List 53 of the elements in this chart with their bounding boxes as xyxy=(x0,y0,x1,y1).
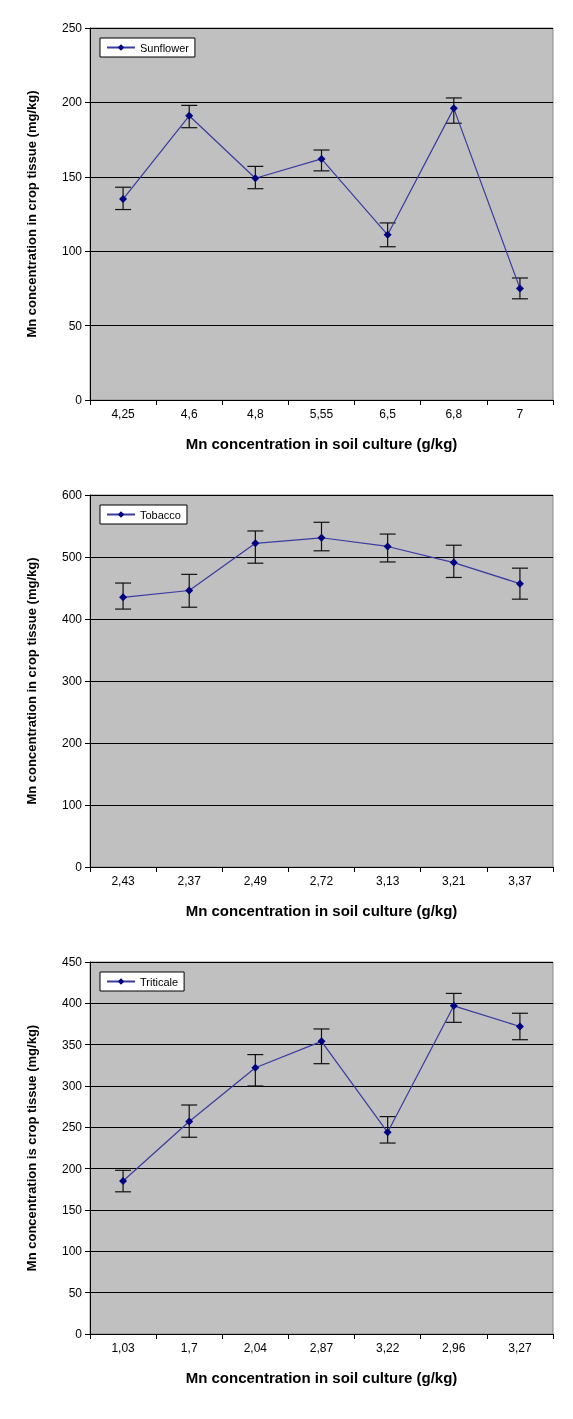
x-axis-title: Mn concentration in soil culture (g/kg) xyxy=(185,902,458,919)
legend-label: Triticale xyxy=(140,975,179,988)
x-tick-label: 2,72 xyxy=(309,874,334,888)
x-tick-label: 4,25 xyxy=(111,407,136,421)
y-tick-label: 400 xyxy=(61,612,83,626)
y-tick-label: 200 xyxy=(61,95,83,110)
y-tick-label: 200 xyxy=(61,1161,83,1176)
y-tick-label: 250 xyxy=(61,1120,83,1135)
x-tick-label: 3,37 xyxy=(508,874,532,888)
x-tick-label: 2,96 xyxy=(442,1341,466,1355)
x-tick-label: 1,03 xyxy=(111,1341,136,1355)
y-axis-title: Mn concentration in crop tissue (mg/kg) xyxy=(24,90,39,338)
x-tick-label: 7 xyxy=(516,407,524,421)
y-tick-label: 150 xyxy=(61,1203,83,1217)
x-axis-title: Mn concentration in soil culture (g/kg) xyxy=(185,435,458,452)
y-tick-label: 50 xyxy=(68,1285,83,1300)
legend-label: Sunflower xyxy=(140,41,190,54)
y-tick-label: 0 xyxy=(75,860,83,874)
y-tick-label: 350 xyxy=(61,1037,83,1052)
y-tick-label: 150 xyxy=(61,169,83,184)
y-tick-label: 600 xyxy=(61,488,83,502)
x-tick-label: 6,5 xyxy=(379,407,397,421)
x-tick-label: 2,37 xyxy=(177,874,202,888)
x-tick-label: 6,8 xyxy=(445,407,463,421)
x-tick-label: 4,6 xyxy=(180,407,198,421)
x-tick-label: 2,43 xyxy=(111,874,136,888)
y-tick-label: 300 xyxy=(61,674,83,688)
y-tick-label: 100 xyxy=(61,798,83,812)
y-tick-label: 0 xyxy=(75,1327,83,1341)
y-tick-label: 500 xyxy=(61,550,83,564)
y-axis-title: Mn concentration is crop tissue (mg/kg) xyxy=(24,1024,39,1272)
x-tick-label: 3,27 xyxy=(508,1341,532,1355)
x-tick-label: 4,8 xyxy=(247,407,265,421)
x-axis-title: Mn concentration in soil culture (g/kg) xyxy=(185,1369,458,1386)
y-axis-title: Mn concentration in crop tissue (mg/kg) xyxy=(24,557,39,805)
x-tick-label: 2,49 xyxy=(243,874,268,888)
legend-label: Tobacco xyxy=(140,508,181,521)
y-tick-label: 50 xyxy=(68,318,83,333)
y-tick-label: 250 xyxy=(61,21,83,35)
x-tick-label: 5,55 xyxy=(309,407,334,421)
x-tick-label: 2,04 xyxy=(243,1341,268,1355)
y-tick-label: 100 xyxy=(61,244,83,259)
y-tick-label: 450 xyxy=(61,955,83,969)
x-tick-label: 3,22 xyxy=(375,1341,400,1355)
x-tick-label: 2,87 xyxy=(309,1341,334,1355)
x-tick-label: 3,21 xyxy=(442,874,466,888)
x-tick-label: 1,7 xyxy=(180,1341,198,1355)
y-tick-label: 0 xyxy=(75,393,83,407)
y-tick-label: 400 xyxy=(61,996,83,1011)
x-tick-label: 3,13 xyxy=(375,874,400,888)
y-tick-label: 100 xyxy=(61,1244,83,1259)
y-tick-label: 300 xyxy=(61,1079,83,1093)
y-tick-label: 200 xyxy=(61,736,83,750)
